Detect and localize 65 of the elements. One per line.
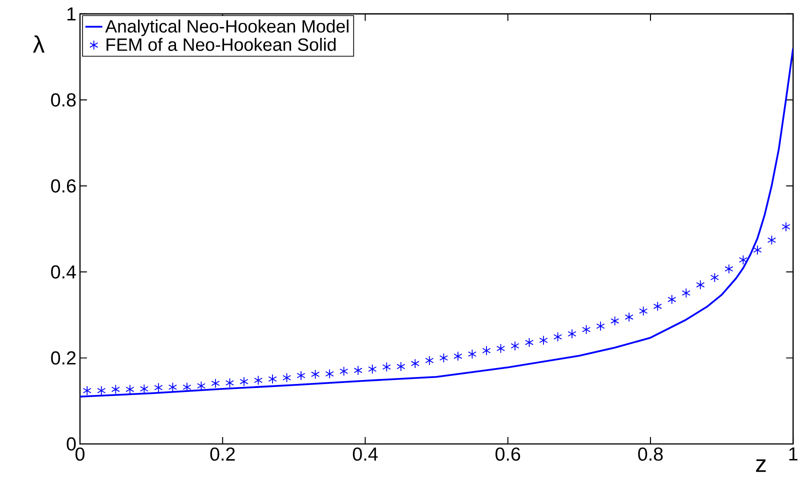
point xyxy=(724,264,734,274)
x-tick-label: 1 xyxy=(789,448,798,461)
x-axis-title: z xyxy=(756,460,766,472)
point xyxy=(553,332,562,342)
point xyxy=(211,378,220,388)
point xyxy=(524,338,534,348)
point xyxy=(767,235,776,246)
point xyxy=(182,382,192,392)
point xyxy=(154,382,163,393)
point xyxy=(140,384,148,394)
x-tick-label: 0.4 xyxy=(352,448,378,461)
point xyxy=(254,376,263,386)
x-tick-label: 0.6 xyxy=(496,448,520,461)
point xyxy=(668,294,676,305)
point xyxy=(454,352,462,362)
point xyxy=(624,312,634,322)
point xyxy=(639,306,648,316)
point xyxy=(782,222,790,232)
point xyxy=(468,349,477,360)
point xyxy=(111,384,120,394)
point xyxy=(496,344,506,354)
y-tick-label: 0.8 xyxy=(51,93,76,107)
point xyxy=(268,374,277,384)
y-axis-title: λ xyxy=(32,36,45,53)
point xyxy=(97,386,106,396)
point xyxy=(738,255,748,266)
point xyxy=(682,288,690,298)
y-tick-label: 1 xyxy=(67,8,76,21)
point xyxy=(396,362,406,372)
point xyxy=(410,358,420,369)
point xyxy=(596,321,605,332)
y-tick-label: 0.6 xyxy=(51,179,76,193)
point xyxy=(582,324,591,335)
legend-label: FEM of a Neo-Hookean Solid xyxy=(106,38,336,52)
point xyxy=(168,382,177,392)
point xyxy=(482,346,491,356)
point xyxy=(282,373,292,383)
point xyxy=(653,302,662,312)
point xyxy=(126,384,134,394)
x-tick-label: 0.8 xyxy=(638,448,663,461)
y-tick-label: 0 xyxy=(66,438,76,451)
point xyxy=(240,376,248,387)
point xyxy=(368,364,377,374)
y-tick-label: 0.2 xyxy=(51,352,76,365)
point xyxy=(425,356,434,366)
point xyxy=(753,245,762,256)
point xyxy=(340,366,348,376)
point xyxy=(225,378,234,388)
point xyxy=(696,280,705,290)
point xyxy=(325,369,334,379)
y-tick-label: 0.4 xyxy=(51,265,76,279)
point xyxy=(82,386,92,396)
point xyxy=(539,336,548,346)
point xyxy=(382,362,391,372)
point xyxy=(510,341,520,352)
point xyxy=(710,272,719,283)
point xyxy=(568,329,576,339)
point xyxy=(439,353,448,364)
x-tick-label: 0.2 xyxy=(210,448,235,461)
point xyxy=(311,370,320,380)
point xyxy=(610,316,620,326)
point xyxy=(296,370,306,381)
legend-label: Analytical Neo-Hookean Model xyxy=(105,20,348,36)
x-tick-label: 0 xyxy=(75,448,84,461)
point xyxy=(354,366,362,376)
